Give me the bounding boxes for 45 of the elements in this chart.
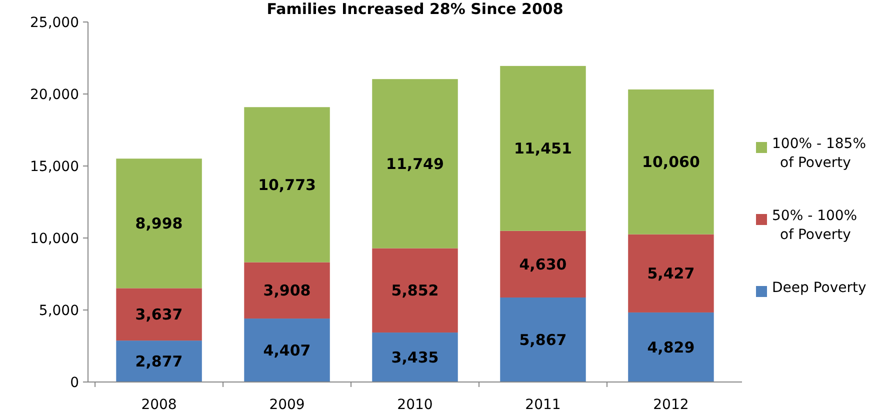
bar [244, 318, 330, 382]
data-label: 4,407 [263, 342, 311, 360]
bar [500, 298, 586, 382]
x-tick-label: 2008 [141, 396, 177, 413]
chart-title: Families Increased 28% Since 2008 [266, 0, 564, 18]
bar [500, 66, 586, 231]
bar [116, 158, 202, 288]
y-tick-label: 15,000 [30, 158, 79, 175]
y-tick-label: 0 [70, 374, 79, 391]
bar [244, 262, 330, 319]
data-label: 11,451 [514, 140, 572, 158]
x-tick-label: 2011 [525, 396, 561, 413]
y-tick-label: 25,000 [30, 14, 79, 31]
data-label: 3,908 [263, 282, 311, 300]
data-label: 5,427 [647, 264, 695, 283]
bar [116, 288, 202, 341]
bar [628, 234, 714, 312]
data-label: 11,749 [386, 154, 444, 173]
legend-label: 100% - 185% of Poverty [772, 136, 866, 171]
bar [500, 230, 586, 298]
data-label: 5,852 [391, 282, 439, 300]
data-label: 10,060 [642, 153, 700, 172]
bar [372, 248, 458, 333]
bar [244, 107, 330, 262]
legend-label: Deep Poverty [772, 280, 866, 296]
bar [372, 79, 458, 248]
legend-label: 50% - 100% of Poverty [772, 208, 858, 243]
y-tick-label: 20,000 [30, 86, 79, 103]
data-label: 4,630 [519, 255, 567, 274]
y-tick-label: 5,000 [38, 302, 79, 319]
data-label: 2,877 [135, 352, 183, 371]
data-label: 4,829 [647, 338, 695, 356]
data-label: 3,435 [391, 348, 439, 367]
x-tick-label: 2012 [653, 396, 689, 413]
bar [372, 332, 458, 382]
data-label: 10,773 [258, 176, 316, 194]
x-tick-label: 2009 [269, 396, 305, 413]
y-tick-label: 10,000 [30, 230, 79, 247]
x-tick-label: 2010 [397, 396, 433, 413]
bar [628, 89, 714, 234]
data-label: 8,998 [135, 214, 183, 233]
data-label: 5,867 [519, 331, 567, 350]
bar [116, 340, 202, 382]
data-label: 3,637 [135, 306, 183, 324]
bar [628, 312, 714, 382]
